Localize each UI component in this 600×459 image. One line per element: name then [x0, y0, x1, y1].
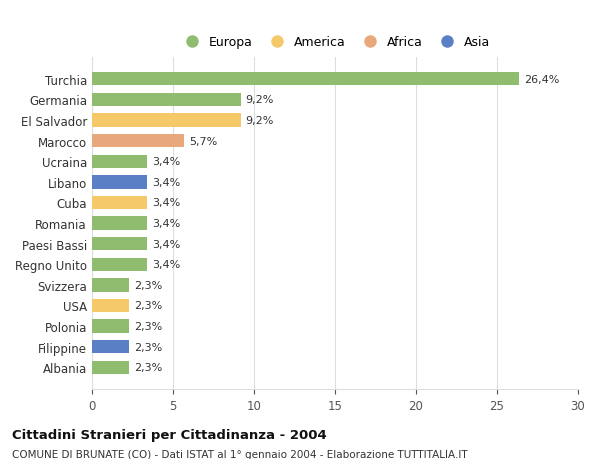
Text: 3,4%: 3,4% — [152, 198, 180, 208]
Bar — [92, 237, 147, 251]
Text: 9,2%: 9,2% — [245, 95, 274, 105]
Bar — [92, 134, 184, 148]
Text: 3,4%: 3,4% — [152, 260, 180, 269]
Bar — [92, 196, 147, 210]
Legend: Europa, America, Africa, Asia: Europa, America, Africa, Asia — [175, 31, 495, 54]
Text: 26,4%: 26,4% — [524, 75, 560, 84]
Bar — [92, 299, 129, 313]
Text: 3,4%: 3,4% — [152, 178, 180, 187]
Text: 5,7%: 5,7% — [189, 136, 217, 146]
Text: Cittadini Stranieri per Cittadinanza - 2004: Cittadini Stranieri per Cittadinanza - 2… — [12, 428, 327, 441]
Bar — [92, 340, 129, 353]
Text: 9,2%: 9,2% — [245, 116, 274, 126]
Bar — [92, 279, 129, 292]
Bar — [92, 176, 147, 189]
Bar — [92, 258, 147, 271]
Bar — [92, 73, 520, 86]
Bar — [92, 114, 241, 128]
Bar — [92, 94, 241, 107]
Bar — [92, 361, 129, 374]
Text: 3,4%: 3,4% — [152, 218, 180, 229]
Text: 2,3%: 2,3% — [134, 363, 162, 372]
Text: 2,3%: 2,3% — [134, 301, 162, 311]
Bar — [92, 319, 129, 333]
Text: COMUNE DI BRUNATE (CO) - Dati ISTAT al 1° gennaio 2004 - Elaborazione TUTTITALIA: COMUNE DI BRUNATE (CO) - Dati ISTAT al 1… — [12, 449, 467, 459]
Bar — [92, 155, 147, 168]
Text: 3,4%: 3,4% — [152, 157, 180, 167]
Text: 2,3%: 2,3% — [134, 342, 162, 352]
Text: 2,3%: 2,3% — [134, 280, 162, 290]
Text: 2,3%: 2,3% — [134, 321, 162, 331]
Bar — [92, 217, 147, 230]
Text: 3,4%: 3,4% — [152, 239, 180, 249]
